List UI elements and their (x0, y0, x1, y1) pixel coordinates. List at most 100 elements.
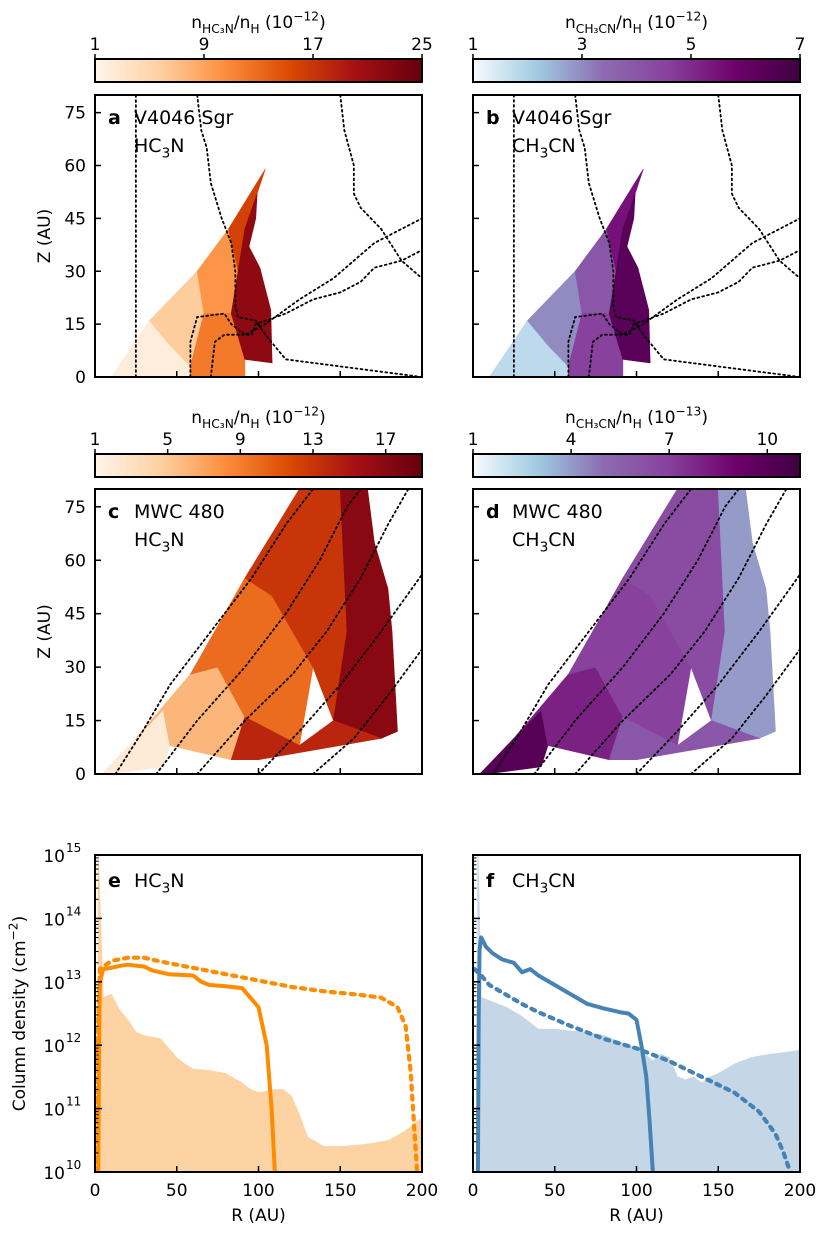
molecule-label-part: N (170, 529, 184, 551)
abundance-cells (479, 489, 776, 774)
colorbar-tick-label-1: 5 (162, 430, 173, 450)
molecule-label: CH3CN (512, 529, 576, 556)
x-tick-label-1: 50 (166, 1181, 188, 1201)
colorbar-label-part: /n (234, 13, 251, 33)
contour-line-4 (312, 648, 422, 774)
molecule-label: CH3CN (512, 135, 576, 162)
molecule-label: HC3N (134, 529, 184, 556)
colorbar-tick-label-3: 10 (756, 430, 778, 450)
colorbar-label-part: −12 (293, 9, 319, 23)
contour-line-1 (155, 489, 362, 774)
y-tick-label-2: 30 (64, 262, 86, 282)
colorbar-tick-label-0: 1 (90, 430, 101, 450)
abundance-cell-4 (711, 489, 776, 739)
y-tick-label-4: 60 (64, 157, 86, 177)
colorbar-c: 1 5 9 13 17 nHC₃N/nH (10−12) (90, 404, 423, 478)
source-label: MWC 480 (512, 501, 603, 523)
contour-line-2 (196, 489, 410, 774)
heatmap-body (479, 489, 800, 774)
x-tick-label-3: 150 (702, 1181, 734, 1201)
colorbar-tick-label-3: 25 (411, 35, 433, 55)
colorbar-label: nHC₃N/nH (10−12) (191, 9, 325, 36)
panel-letter: f (486, 870, 495, 892)
colorbar-label-part: n (191, 13, 202, 33)
panel-f: 0 50 100 150 200 R (AU) f CH3CN (468, 854, 816, 1226)
colorbar-label-part: HC₃N (202, 22, 234, 36)
y-tick-exponent-5: 15 (66, 841, 81, 855)
panel-a: 0 15 30 45 60 75 Z (AU) a V4046 Sgr HC3N (35, 94, 423, 388)
colorbar-tick-label-0: 1 (90, 35, 101, 55)
model-curve-dotted (473, 967, 793, 1172)
colorbar-tick-label-0: 1 (468, 430, 479, 450)
colorbar-tick-label-1: 4 (566, 430, 577, 450)
abundance-cell-5 (608, 716, 761, 761)
molecule-label: HC3N (134, 870, 184, 897)
y-tick-label-3: 45 (64, 209, 86, 229)
y-axis-label: Z (AU) (35, 604, 55, 658)
colorbar-ramp (472, 58, 801, 83)
contour-line-0 (114, 489, 314, 774)
molecule-label-part: 3 (162, 146, 171, 162)
abundance-cells (488, 168, 651, 377)
contour-line-1 (196, 95, 422, 377)
molecule-label-part: CN (548, 529, 575, 551)
density-contours (114, 489, 422, 774)
colorbar-ramp (94, 58, 423, 83)
colorbar-label-part: H (633, 22, 642, 36)
contour-line-2 (717, 95, 800, 280)
y-axis-label-part: −2 (6, 922, 20, 940)
molecule-label: HC3N (134, 135, 184, 162)
abundance-cell-0 (479, 709, 549, 774)
colorbar-label-part: n (565, 13, 576, 33)
colorbar-label: nCH₃CN/nH (10−12) (565, 9, 708, 36)
y-tick-label-0: 0 (75, 368, 86, 388)
x-tick-label-4: 200 (406, 1181, 438, 1201)
y-tick-label-0: 10 (43, 1164, 65, 1184)
x-tick-label-1: 50 (544, 1181, 566, 1201)
y-tick-label-1: 15 (64, 712, 86, 732)
panel-letter: d (486, 501, 500, 523)
colorbar-tick-label-4: 17 (375, 430, 397, 450)
molecule-label-part: HC (134, 135, 162, 157)
colorbar-tick-label-2: 9 (235, 430, 246, 450)
abundance-cell-5 (230, 716, 383, 761)
contour-line-3 (635, 573, 800, 774)
colorbar-tick-label-1: 3 (577, 35, 588, 55)
source-label: V4046 Sgr (512, 107, 612, 129)
panel-d: d MWC 480 CH3CN (472, 488, 801, 775)
contour-line-4 (587, 249, 800, 377)
density-contours (134, 95, 422, 377)
colorbar-tick-label-0: 1 (468, 35, 479, 55)
panel-c: 0 15 30 45 60 75 Z (AU) c MWC 480 HC3N (35, 488, 423, 785)
colorbar-a: 1 9 17 25 nHC₃N/nH (10−12) (90, 9, 433, 83)
colorbar-label-part: ) (319, 408, 326, 428)
y-tick-exponent-0: 10 (66, 1158, 81, 1172)
observed-column-fill (477, 855, 800, 1172)
colorbar-d: 1 4 7 10 nCH₃CN/nH (10−13) (468, 404, 801, 478)
molecule-label-part: N (170, 870, 184, 892)
contour-line-4 (209, 249, 422, 377)
colorbar-label-part: −12 (293, 404, 319, 418)
model-curve-dotted (95, 955, 420, 1172)
y-tick-label-5: 75 (64, 498, 86, 518)
colorbar-label-part: (10 (642, 13, 676, 33)
colorbar-tick-label-3: 7 (795, 35, 806, 55)
density-contours (492, 489, 800, 774)
contour-line-2 (339, 95, 422, 280)
colorbar-label-part: H (250, 417, 259, 431)
contour-line-1 (574, 95, 800, 377)
molecule-label-part: CH (512, 870, 540, 892)
colorbar-label-part: n (191, 408, 202, 428)
x-tick-label-3: 150 (324, 1181, 356, 1201)
observed-column-fill (97, 855, 422, 1172)
line-body (95, 855, 422, 1172)
heatmap-body (101, 489, 422, 774)
molecule-label-part: CH (512, 135, 540, 157)
contour-line-0 (492, 489, 692, 774)
y-tick-label-3: 45 (64, 605, 86, 625)
density-contours (512, 95, 800, 377)
contour-line-3 (567, 217, 800, 377)
y-tick-label-3: 10 (43, 974, 65, 994)
model-curve-solid (96, 962, 277, 1172)
